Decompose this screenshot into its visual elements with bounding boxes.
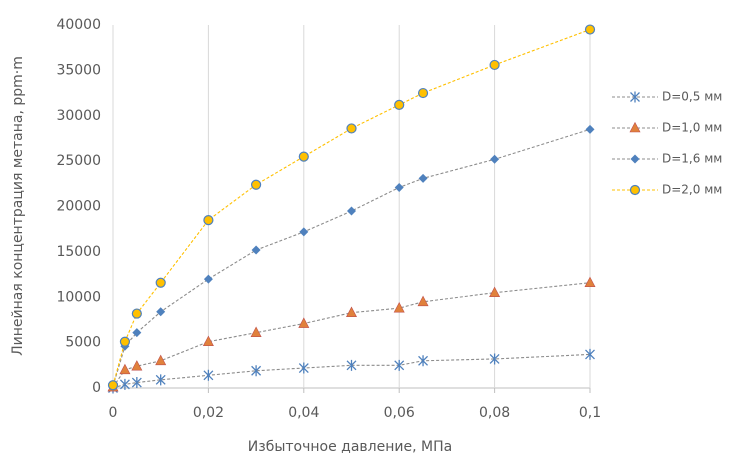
y-tick-label: 5000 [65,335,101,351]
data-point [347,206,356,216]
data-point [489,353,500,365]
data-point [250,326,262,337]
data-point [203,215,214,226]
x-tick-label: 0,1 [579,405,601,421]
series-line [112,353,591,389]
data-point [131,377,142,389]
data-point [346,123,357,134]
data-point [119,378,130,390]
data-point [131,308,142,319]
legend-label: D=2,0 мм [662,183,722,197]
y-tick-label: 20000 [56,199,101,215]
data-point [119,363,131,375]
y-tick-label: 0 [92,380,101,396]
data-point [394,99,405,110]
data-point [107,380,119,391]
legend-marker [629,184,641,196]
data-point [584,276,596,288]
x-tick-label: 0 [109,405,118,421]
data-point [489,286,501,298]
data-point [417,87,429,99]
x-axis-title: Избыточное давление, МПа [248,439,452,455]
data-point [393,301,405,313]
y-tick-label: 40000 [56,17,101,33]
data-point [346,359,357,371]
data-point [155,354,167,366]
x-tick-label: 0,02 [193,405,224,421]
data-point [155,374,166,386]
data-point [203,274,213,284]
data-point [417,295,429,307]
data-point [298,317,310,328]
data-point [394,359,405,371]
legend-marker [629,121,641,133]
legend-label: D=1,0 мм [662,121,722,135]
x-tick-label: 0,08 [479,405,510,421]
series-line [112,128,591,387]
data-point [490,154,500,164]
data-point [251,179,262,190]
data-point [489,59,500,71]
data-point [584,24,596,35]
data-point [251,365,262,377]
x-tick-label: 0,06 [384,405,415,421]
data-point [346,306,357,317]
data-point [202,335,214,347]
data-point [298,151,309,162]
data-point [132,328,142,338]
y-tick-label: 35000 [56,62,101,78]
data-point [418,173,428,183]
series-line [112,282,591,388]
data-point [298,362,309,374]
legend-label: D=0,5 мм [662,90,722,104]
data-point [119,336,131,347]
data-point [203,369,214,381]
data-point [585,348,595,360]
data-point [155,277,166,288]
legend-marker [630,91,640,103]
legend-label: D=1,6 мм [662,152,722,166]
data-point [394,182,404,192]
data-point [251,245,261,255]
data-point [131,360,143,371]
legend-marker [630,154,640,164]
data-point [585,124,595,134]
data-point [156,307,166,317]
data-point [299,227,309,237]
y-tick-label: 25000 [56,153,101,169]
y-axis-title: Линейная концентрация метана, ppm·m [10,56,26,356]
data-point [418,355,429,367]
y-tick-label: 10000 [56,289,101,305]
y-tick-label: 15000 [56,244,101,260]
x-tick-label: 0,04 [288,405,319,421]
y-tick-label: 30000 [56,108,101,124]
